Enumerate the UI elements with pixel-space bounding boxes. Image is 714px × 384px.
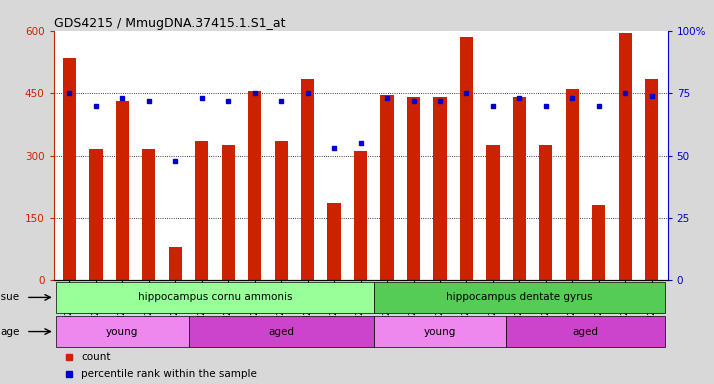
Text: aged: aged xyxy=(268,326,294,336)
Bar xyxy=(188,316,374,347)
Bar xyxy=(618,33,632,280)
Text: percentile rank within the sample: percentile rank within the sample xyxy=(81,369,257,379)
Text: GDS4215 / MmugDNA.37415.1.S1_at: GDS4215 / MmugDNA.37415.1.S1_at xyxy=(54,17,285,30)
Bar xyxy=(56,282,374,313)
Text: age: age xyxy=(1,326,20,336)
Bar xyxy=(275,141,288,280)
Text: tissue: tissue xyxy=(0,292,20,302)
Text: young: young xyxy=(424,326,456,336)
Bar xyxy=(116,101,129,280)
Bar xyxy=(433,97,446,280)
Bar xyxy=(56,316,188,347)
Bar xyxy=(142,149,156,280)
Bar xyxy=(460,37,473,280)
Bar xyxy=(407,97,420,280)
Bar xyxy=(354,151,367,280)
Bar xyxy=(381,95,393,280)
Text: count: count xyxy=(81,351,111,361)
Text: aged: aged xyxy=(573,326,598,336)
Bar xyxy=(248,91,261,280)
Bar xyxy=(169,247,182,280)
Text: hippocampus dentate gyrus: hippocampus dentate gyrus xyxy=(446,292,593,302)
Bar xyxy=(592,205,605,280)
Text: hippocampus cornu ammonis: hippocampus cornu ammonis xyxy=(138,292,292,302)
Bar xyxy=(645,79,658,280)
Bar xyxy=(221,145,235,280)
Text: young: young xyxy=(106,326,139,336)
Bar xyxy=(565,89,579,280)
Bar xyxy=(539,145,553,280)
Bar xyxy=(63,58,76,280)
Bar xyxy=(374,316,506,347)
Bar xyxy=(328,204,341,280)
Bar xyxy=(513,97,526,280)
Bar xyxy=(374,282,665,313)
Bar xyxy=(506,316,665,347)
Bar xyxy=(486,145,500,280)
Bar xyxy=(89,149,103,280)
Bar xyxy=(195,141,208,280)
Bar xyxy=(301,79,314,280)
